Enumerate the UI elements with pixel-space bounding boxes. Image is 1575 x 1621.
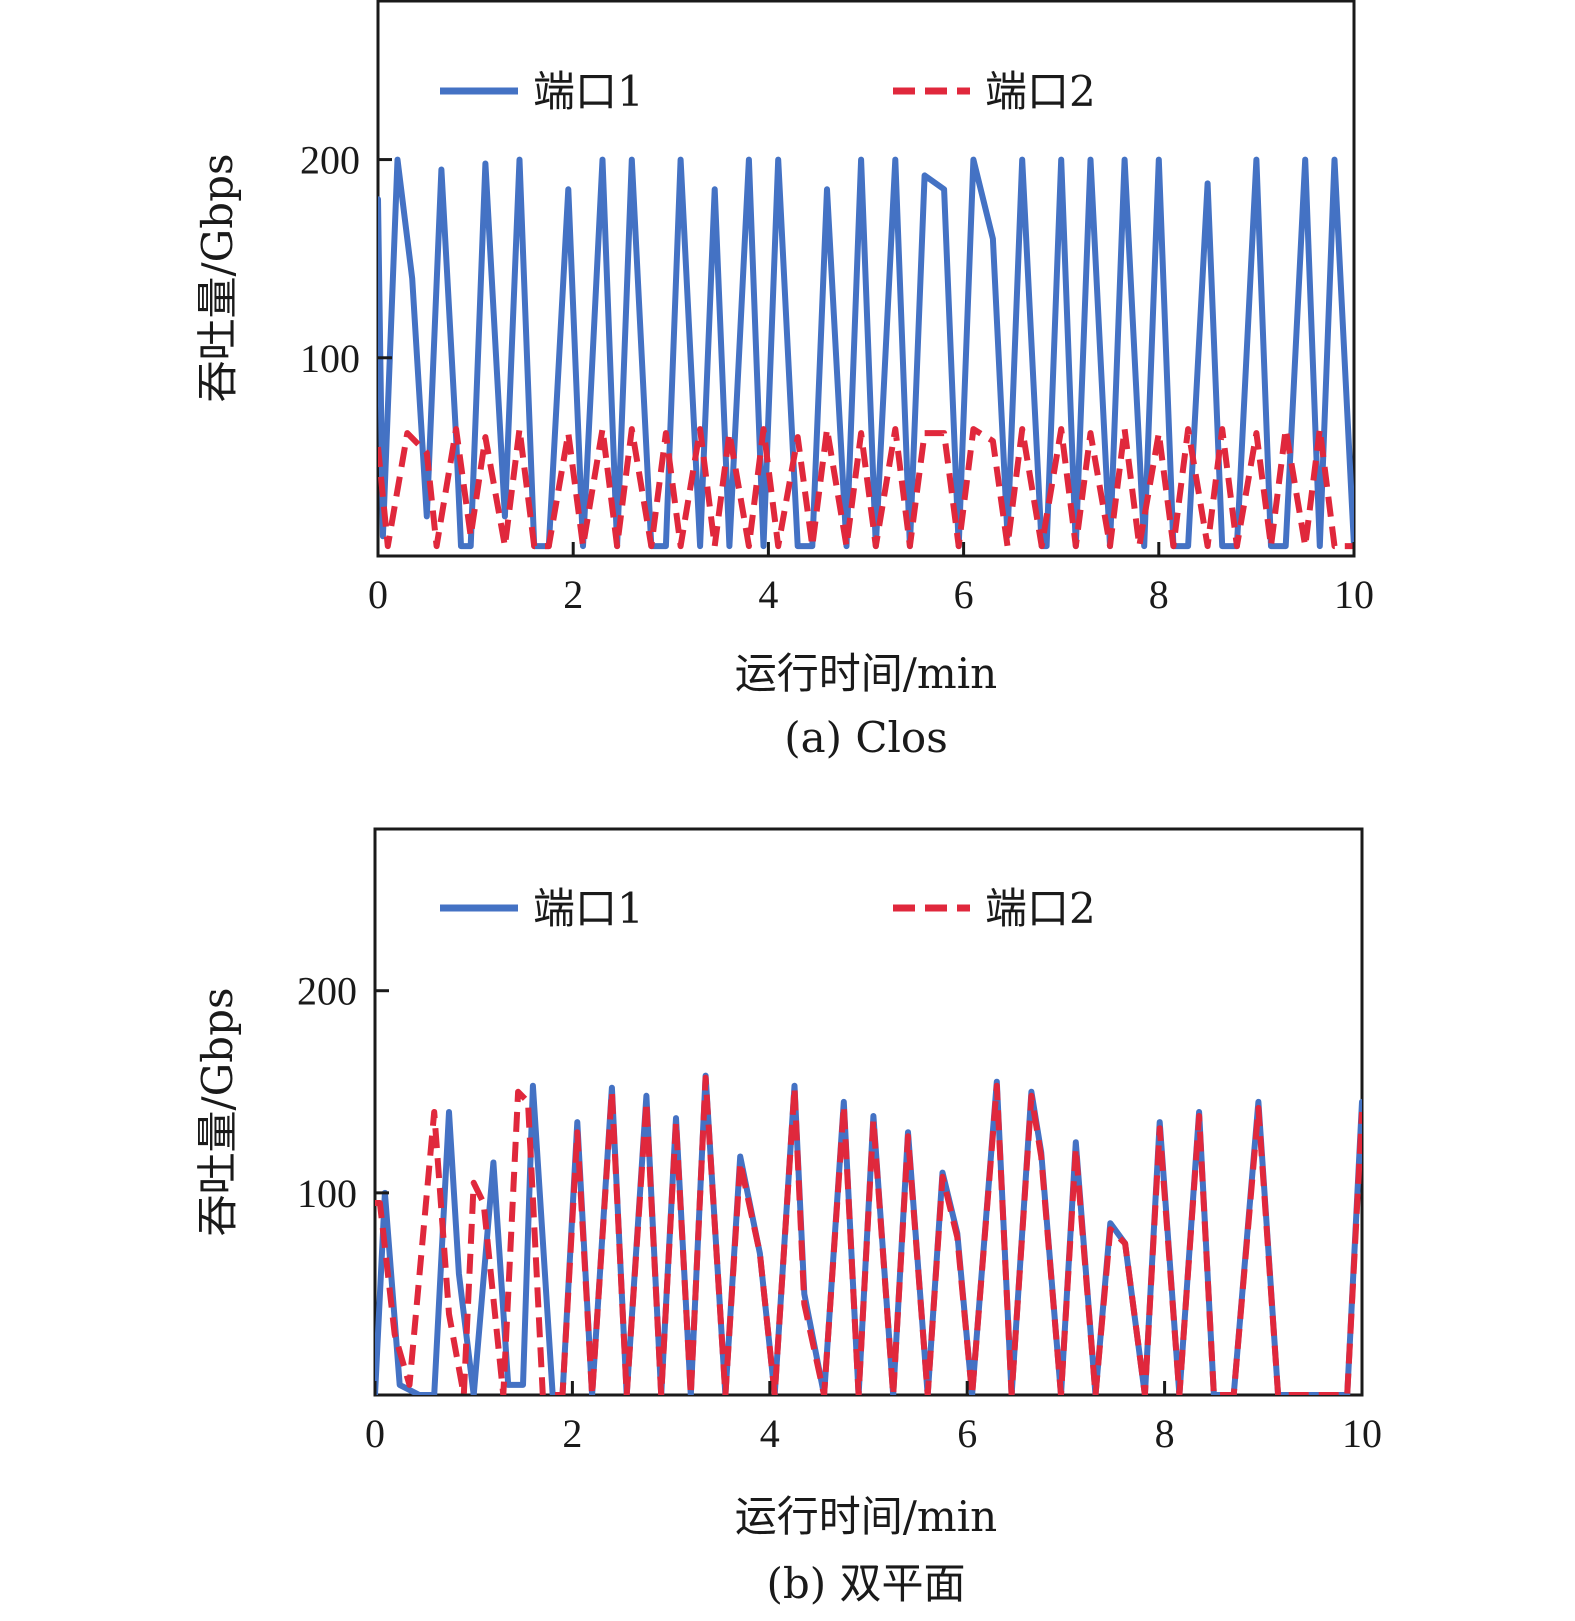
y-tick-label: 200 xyxy=(300,138,360,183)
y-axis-label: 吞吐量/Gbps xyxy=(193,153,242,402)
x-tick-label: 8 xyxy=(1149,572,1169,617)
series-layer xyxy=(375,1072,1362,1395)
x-tick-label: 6 xyxy=(957,1411,977,1456)
series-line-port2 xyxy=(378,426,1354,550)
x-tick-label: 2 xyxy=(562,1411,582,1456)
legend-label-port2: 端口2 xyxy=(985,67,1096,116)
x-axis-label: 运行时间/min xyxy=(735,649,997,698)
legend-label-port2: 端口2 xyxy=(985,884,1096,933)
chart-caption: (a) Clos xyxy=(784,713,948,762)
series-line-port2 xyxy=(375,1074,1362,1395)
x-tick-label: 10 xyxy=(1342,1411,1382,1456)
legend-label-port1: 端口1 xyxy=(533,884,644,933)
y-tick-label: 200 xyxy=(297,969,357,1014)
legend: 端口1 端口2 xyxy=(440,67,1096,116)
series-line-port1 xyxy=(375,1072,1362,1395)
x-tick-label: 0 xyxy=(368,572,388,617)
y-axis-label: 吞吐量/Gbps xyxy=(193,987,242,1236)
legend-label-port1: 端口1 xyxy=(533,67,644,116)
x-tick-label: 10 xyxy=(1334,572,1374,617)
series-layer xyxy=(378,156,1354,550)
x-axis-label: 运行时间/min xyxy=(735,1492,997,1541)
axis-layer: 0 2 4 6 8 10 100 200 xyxy=(297,969,1382,1456)
chart-caption: (b) 双平面 xyxy=(766,1559,965,1608)
x-tick-label: 4 xyxy=(758,572,778,617)
x-tick-label: 4 xyxy=(760,1411,780,1456)
x-tick-label: 6 xyxy=(954,572,974,617)
x-tick-label: 8 xyxy=(1155,1411,1175,1456)
x-tick-label: 0 xyxy=(365,1411,385,1456)
y-tick-label: 100 xyxy=(300,336,360,381)
x-tick-label: 2 xyxy=(563,572,583,617)
series-line-port1 xyxy=(378,156,1354,550)
axis-layer: 0 2 4 6 8 10 100 200 xyxy=(300,138,1374,617)
y-tick-label: 100 xyxy=(297,1171,357,1216)
legend: 端口1 端口2 xyxy=(440,884,1096,933)
